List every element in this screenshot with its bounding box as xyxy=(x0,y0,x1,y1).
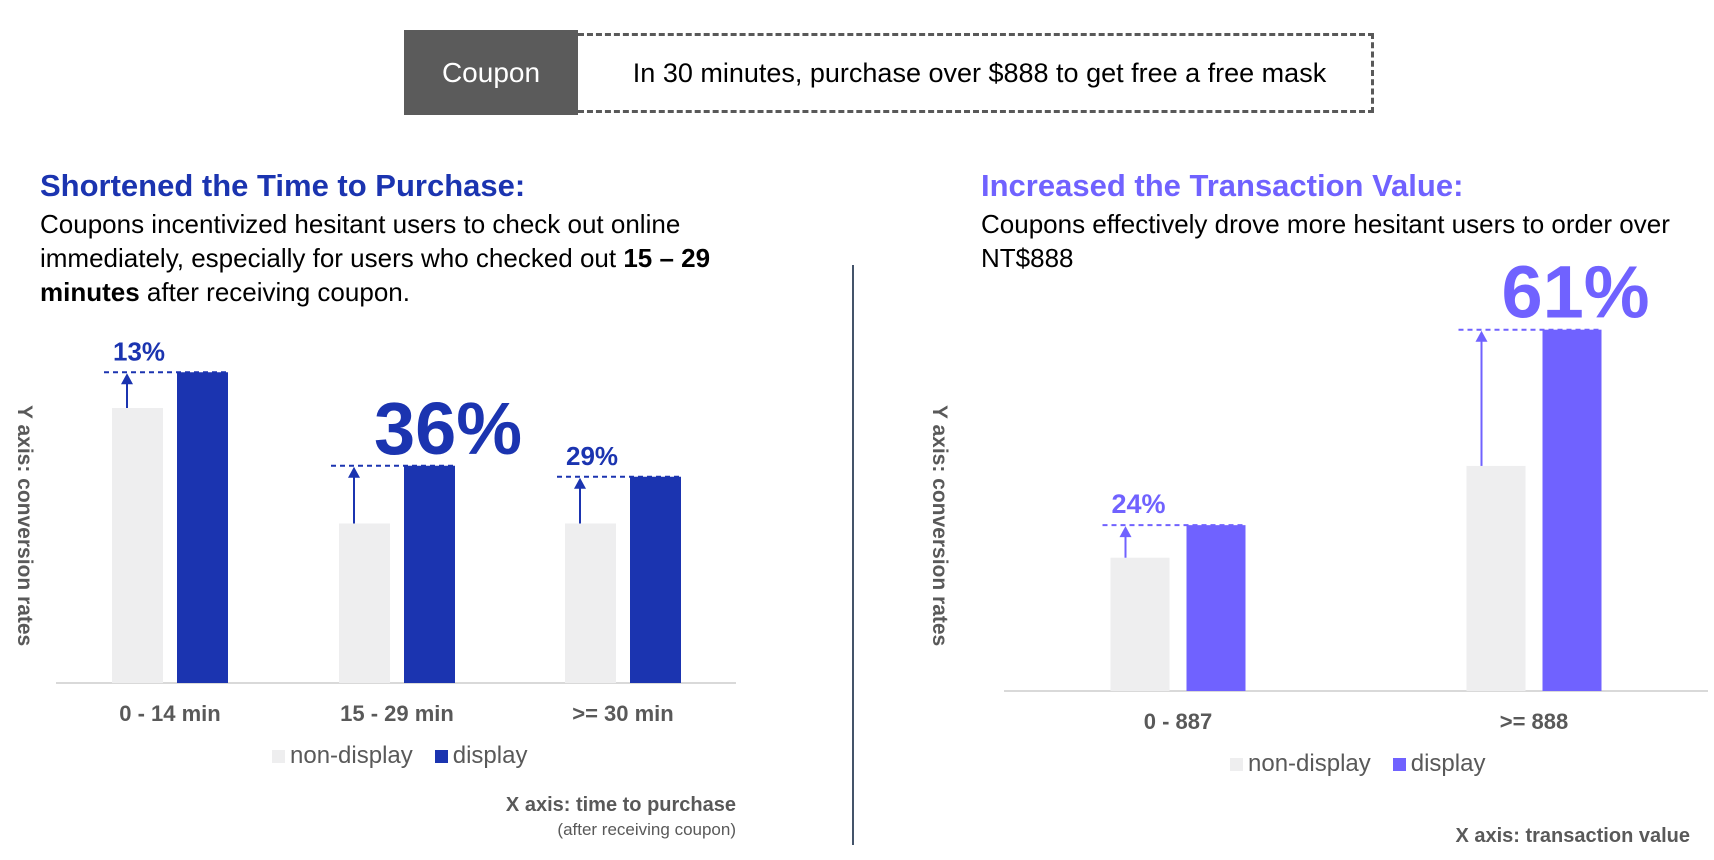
legend-item-non-display: non-display xyxy=(1230,750,1371,778)
bar-non-display xyxy=(339,523,390,683)
right-panel-description: Coupons effectively drove more hesitant … xyxy=(981,209,1670,273)
legend-label-non-display: non-display xyxy=(290,742,413,769)
left-panel-description: Coupons incentivized hesitant users to c… xyxy=(40,207,760,309)
legend-swatch-non-display xyxy=(1230,757,1243,771)
legend-item-non-display: non-display xyxy=(272,742,413,770)
left-panel-heading: Shortened the Time to Purchase: xyxy=(40,168,526,203)
uplift-arrow-head xyxy=(1119,526,1132,538)
coupon-label: Coupon xyxy=(404,30,578,115)
left-x-axis-title: X axis: time to purchase xyxy=(505,794,736,816)
coupon-banner: Coupon In 30 minutes, purchase over $888… xyxy=(404,30,1376,118)
bar-non-display xyxy=(1110,557,1170,691)
x-tick-label: 0 - 887 xyxy=(1144,709,1213,734)
bar-display xyxy=(1542,329,1602,691)
legend-swatch-display xyxy=(1392,757,1406,771)
bar-non-display xyxy=(1466,465,1526,691)
uplift-arrow-head xyxy=(121,373,133,385)
x-tick-label: >= 30 min xyxy=(572,701,674,726)
right-panel-heading: Increased the Transaction Value: xyxy=(981,168,1464,203)
bar-display xyxy=(630,476,681,683)
left-desc-bold: 15 – 29 minutes xyxy=(40,243,711,307)
uplift-label: 13% xyxy=(113,336,165,366)
uplift-label: 36% xyxy=(374,387,522,470)
left-legend: non-display display xyxy=(272,742,549,770)
left-desc-part2: after receiving coupon. xyxy=(139,277,410,307)
x-tick-label: 0 - 14 min xyxy=(119,701,220,726)
bar-display xyxy=(1186,525,1246,691)
legend-swatch-display xyxy=(434,749,448,763)
legend-label-display: display xyxy=(452,742,528,769)
uplift-arrow-head xyxy=(574,477,586,489)
x-tick-label: 15 - 29 min xyxy=(340,701,454,726)
bar-non-display xyxy=(565,523,616,683)
uplift-arrow-head xyxy=(348,466,360,478)
left-x-axis-note: (after receiving coupon) xyxy=(557,820,736,839)
right-legend: non-display display xyxy=(1230,750,1507,778)
uplift-label: 29% xyxy=(566,441,618,471)
legend-label-non-display: non-display xyxy=(1248,750,1371,777)
uplift-label: 24% xyxy=(1112,489,1166,519)
legend-swatch-non-display xyxy=(272,749,285,763)
bar-display xyxy=(177,372,228,683)
legend-label-display: display xyxy=(1410,750,1486,777)
coupon-text: In 30 minutes, purchase over $888 to get… xyxy=(578,33,1374,113)
legend-item-display: display xyxy=(1392,750,1486,778)
left-desc-part1: Coupons incentivized hesitant users to c… xyxy=(40,209,681,273)
panel-divider xyxy=(852,265,854,845)
bar-display xyxy=(404,465,455,683)
uplift-label: 61% xyxy=(1502,251,1650,334)
right-x-axis-title: X axis: transaction value xyxy=(1455,825,1690,847)
uplift-arrow-head xyxy=(1475,330,1488,342)
x-tick-label: >= 888 xyxy=(1500,709,1569,734)
legend-item-display: display xyxy=(434,742,528,770)
bar-non-display xyxy=(112,408,163,683)
